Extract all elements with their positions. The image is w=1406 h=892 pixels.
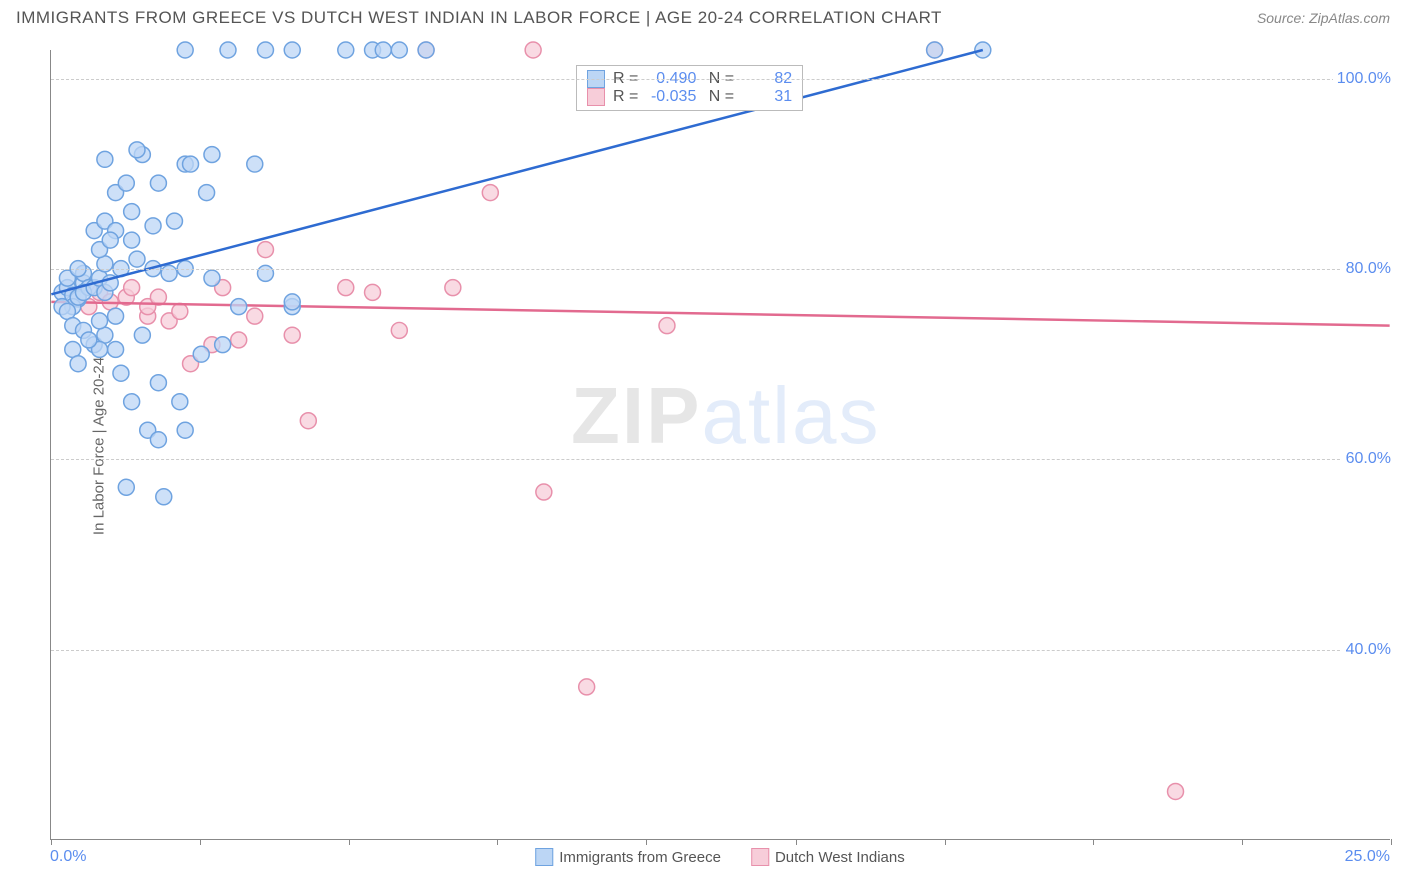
chart-title: IMMIGRANTS FROM GREECE VS DUTCH WEST IND… xyxy=(16,8,942,28)
data-point xyxy=(375,42,391,58)
stats-row-b: R = -0.035 N = 31 xyxy=(587,88,792,106)
x-tick xyxy=(646,839,647,845)
correlation-stats-box: R = 0.490 N = 82 R = -0.035 N = 31 xyxy=(576,65,803,111)
x-tick xyxy=(945,839,946,845)
data-point xyxy=(161,265,177,281)
data-point xyxy=(177,422,193,438)
data-point xyxy=(124,394,140,410)
x-axis-labels: 0.0% 25.0% Immigrants from Greece Dutch … xyxy=(50,848,1390,878)
x-tick xyxy=(1093,839,1094,845)
data-point xyxy=(118,479,134,495)
data-point xyxy=(124,204,140,220)
x-tick xyxy=(1391,839,1392,845)
x-tick xyxy=(349,839,350,845)
data-point xyxy=(215,337,231,353)
data-point xyxy=(145,218,161,234)
data-point xyxy=(102,232,118,248)
gridline xyxy=(51,79,1390,80)
data-point xyxy=(129,251,145,267)
source-label: Source: ZipAtlas.com xyxy=(1257,10,1390,26)
y-tick-label: 40.0% xyxy=(1342,641,1395,659)
data-point xyxy=(338,280,354,296)
data-point xyxy=(579,679,595,695)
x-tick xyxy=(200,839,201,845)
data-point xyxy=(391,322,407,338)
y-tick-label: 60.0% xyxy=(1342,450,1395,468)
data-point xyxy=(108,341,124,357)
data-point xyxy=(1168,783,1184,799)
data-point xyxy=(284,42,300,58)
data-point xyxy=(129,142,145,158)
data-point xyxy=(338,42,354,58)
data-point xyxy=(124,280,140,296)
data-point xyxy=(70,356,86,372)
gridline xyxy=(51,269,1390,270)
gridline xyxy=(51,650,1390,651)
data-point xyxy=(150,375,166,391)
data-point xyxy=(418,42,434,58)
data-point xyxy=(150,432,166,448)
data-point xyxy=(284,294,300,310)
x-tick xyxy=(1242,839,1243,845)
data-point xyxy=(204,147,220,163)
data-point xyxy=(231,332,247,348)
data-point xyxy=(92,313,108,329)
x-tick xyxy=(51,839,52,845)
data-point xyxy=(97,151,113,167)
title-bar: IMMIGRANTS FROM GREECE VS DUTCH WEST IND… xyxy=(0,0,1406,32)
data-point xyxy=(118,175,134,191)
data-point xyxy=(482,185,498,201)
data-point xyxy=(199,185,215,201)
x-max-label: 25.0% xyxy=(1345,848,1390,866)
data-point xyxy=(134,327,150,343)
data-point xyxy=(108,308,124,324)
data-point xyxy=(193,346,209,362)
data-point xyxy=(391,42,407,58)
data-point xyxy=(927,42,943,58)
data-point xyxy=(81,332,97,348)
y-tick-label: 100.0% xyxy=(1333,70,1395,88)
data-point xyxy=(172,394,188,410)
x-tick xyxy=(497,839,498,845)
data-point xyxy=(150,175,166,191)
swatch-b-icon xyxy=(587,88,605,106)
x-min-label: 0.0% xyxy=(50,848,86,866)
data-point xyxy=(166,213,182,229)
data-point xyxy=(525,42,541,58)
legend-item-a: Immigrants from Greece xyxy=(535,848,721,866)
legend-bottom: Immigrants from Greece Dutch West Indian… xyxy=(535,848,905,866)
data-point xyxy=(204,270,220,286)
data-point xyxy=(231,299,247,315)
data-point xyxy=(220,42,236,58)
data-point xyxy=(247,308,263,324)
data-point xyxy=(124,232,140,248)
data-point xyxy=(536,484,552,500)
data-point xyxy=(156,489,172,505)
y-tick-label: 80.0% xyxy=(1342,260,1395,278)
legend-swatch-a-icon xyxy=(535,848,553,866)
scatter-svg xyxy=(51,50,1390,839)
data-point xyxy=(113,365,129,381)
data-point xyxy=(257,242,273,258)
data-point xyxy=(257,42,273,58)
x-tick xyxy=(796,839,797,845)
data-point xyxy=(445,280,461,296)
data-point xyxy=(300,413,316,429)
data-point xyxy=(183,156,199,172)
gridline xyxy=(51,459,1390,460)
data-point xyxy=(247,156,263,172)
data-point xyxy=(172,303,188,319)
chart-plot-area: ZIPatlas R = 0.490 N = 82 R = -0.035 N =… xyxy=(50,50,1390,840)
legend-item-b: Dutch West Indians xyxy=(751,848,905,866)
data-point xyxy=(284,327,300,343)
data-point xyxy=(177,42,193,58)
data-point xyxy=(659,318,675,334)
legend-swatch-b-icon xyxy=(751,848,769,866)
data-point xyxy=(365,284,381,300)
data-point xyxy=(257,265,273,281)
